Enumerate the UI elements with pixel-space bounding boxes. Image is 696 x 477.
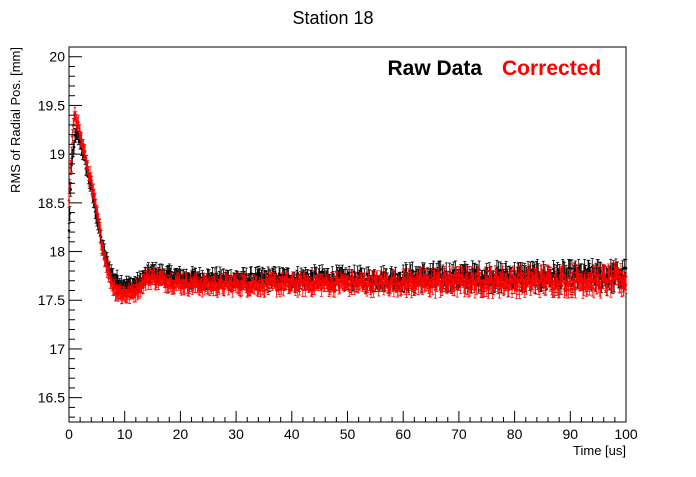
data-point [501,273,504,276]
data-point [303,277,306,280]
data-point [439,268,442,271]
data-point [73,146,76,149]
data-point [455,274,458,277]
data-point [561,285,564,288]
plot-frame [69,47,626,422]
data-point [491,278,494,281]
data-point [517,285,520,288]
data-point [539,288,542,291]
data-point [510,278,513,281]
data-point [134,294,137,297]
data-point [372,289,375,292]
data-point [108,271,111,274]
data-point [262,279,265,282]
data-point [550,274,553,277]
data-point [371,276,374,279]
data-point [274,280,277,283]
data-point [301,289,304,292]
data-point [312,276,315,279]
data-point [298,287,301,290]
data-point [518,289,521,292]
data-point [511,288,514,291]
data-point [370,290,373,293]
data-point [84,150,87,153]
data-point [382,287,385,290]
data-point [77,121,80,124]
data-point [558,288,561,291]
data-point [524,273,527,276]
data-point [453,286,456,289]
data-point [348,288,351,291]
data-point [433,275,436,278]
data-point [523,288,526,291]
data-point [69,166,72,169]
data-point [99,228,102,231]
data-point [554,274,557,277]
data-point [71,135,74,138]
data-point [553,288,556,291]
data-point [281,278,284,281]
data-point [68,199,71,202]
data-point [417,285,420,288]
data-point [296,289,299,292]
data-point [487,288,490,291]
data-point [69,185,72,188]
data-point [389,286,392,289]
data-point [350,286,353,289]
data-point [68,229,71,232]
data-point [475,285,478,288]
data-point [625,267,628,270]
chart-title: Station 18 [292,8,373,28]
data-point [465,273,468,276]
data-point [518,274,521,277]
data-point [543,274,546,277]
